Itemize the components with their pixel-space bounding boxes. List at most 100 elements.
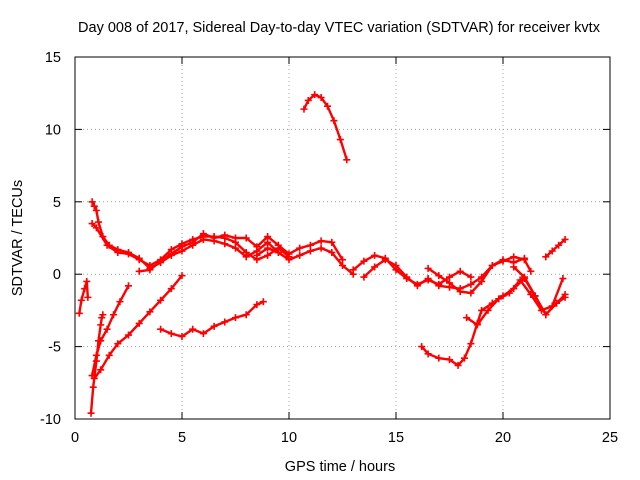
data-point (520, 254, 528, 262)
data-point (371, 263, 379, 271)
data-point (221, 231, 229, 239)
data-point (478, 277, 486, 285)
series-arc-4 (90, 272, 186, 382)
data-point (125, 250, 132, 258)
data-point (478, 306, 486, 314)
data-point (553, 299, 560, 307)
data-point (116, 298, 124, 306)
data-point (178, 272, 186, 280)
data-point (89, 383, 97, 391)
series-arc-8 (157, 298, 267, 340)
data-point (324, 102, 332, 110)
data-point (242, 311, 250, 319)
data-point (75, 309, 83, 317)
data-point (467, 340, 475, 348)
x-axis-label: GPS time / hours (285, 459, 395, 475)
data-point (103, 325, 111, 333)
data-point (424, 264, 432, 272)
data-point (84, 293, 92, 301)
data-point (371, 251, 379, 259)
data-point (300, 105, 308, 113)
data-point (542, 311, 550, 319)
data-point (555, 241, 563, 249)
y-axis-label: SDTVAR / TECUs (10, 180, 26, 296)
series-arc-14 (418, 275, 569, 369)
data-point (178, 332, 186, 340)
series-arc-1 (75, 277, 92, 317)
data-point (167, 285, 175, 293)
data-point (242, 234, 250, 242)
data-point (189, 238, 197, 246)
data-point (264, 251, 272, 259)
data-point (516, 276, 524, 284)
y-tick-label: 0 (53, 267, 61, 283)
data-point (542, 253, 550, 261)
data-point (418, 343, 426, 351)
series-arc-17 (542, 235, 569, 261)
data-point (328, 238, 336, 246)
series-arc-3 (88, 282, 132, 380)
grid (75, 57, 610, 419)
data-point (97, 337, 105, 345)
data-point (157, 296, 165, 304)
data-point (488, 262, 496, 270)
data-point (232, 314, 239, 322)
series-arc-5 (88, 198, 282, 272)
data-point (304, 96, 312, 104)
data-point (330, 117, 338, 125)
data-point (157, 257, 165, 265)
data-point (473, 321, 481, 329)
data-point (435, 272, 443, 280)
data-point (135, 267, 143, 275)
data-point (339, 262, 346, 270)
data-point (424, 275, 432, 283)
data-point (114, 248, 122, 256)
series-arc-7 (135, 230, 346, 275)
x-tick-label: 20 (495, 430, 511, 446)
series-arc-10 (300, 91, 351, 164)
data-point (467, 289, 475, 297)
data-point (336, 136, 344, 144)
data-point (146, 266, 154, 274)
data-point (467, 280, 475, 288)
data-point (274, 248, 282, 256)
data-point (561, 235, 569, 243)
data-point (527, 267, 535, 275)
x-tick-label: 10 (281, 430, 297, 446)
data-point (105, 351, 113, 359)
data-point (317, 244, 325, 252)
data-point (456, 267, 464, 275)
data-point (167, 250, 175, 258)
series-line (420, 277, 567, 367)
data-point (210, 322, 218, 330)
series-line (90, 200, 280, 270)
data-point (88, 198, 96, 206)
data-point (360, 257, 368, 265)
series-line (426, 257, 526, 295)
data-point (495, 295, 503, 303)
data-point (499, 256, 507, 264)
data-series (75, 91, 569, 417)
data-point (259, 298, 267, 306)
data-point (505, 289, 513, 297)
data-point (167, 330, 175, 338)
data-point (559, 275, 567, 283)
data-point (510, 263, 518, 271)
x-tick-label: 15 (388, 430, 404, 446)
data-point (210, 234, 218, 242)
data-point (92, 351, 100, 359)
data-point (221, 318, 229, 326)
data-point (178, 243, 186, 251)
series-arc-12 (360, 253, 535, 293)
data-point (349, 266, 357, 274)
x-tick-label: 25 (602, 430, 618, 446)
data-point (135, 319, 143, 327)
x-tick-label: 0 (71, 430, 79, 446)
data-point (484, 306, 492, 314)
y-tick-label: -10 (40, 412, 61, 428)
series-line (302, 93, 348, 162)
data-point (103, 241, 111, 249)
data-point (125, 331, 132, 339)
data-point (264, 244, 272, 252)
